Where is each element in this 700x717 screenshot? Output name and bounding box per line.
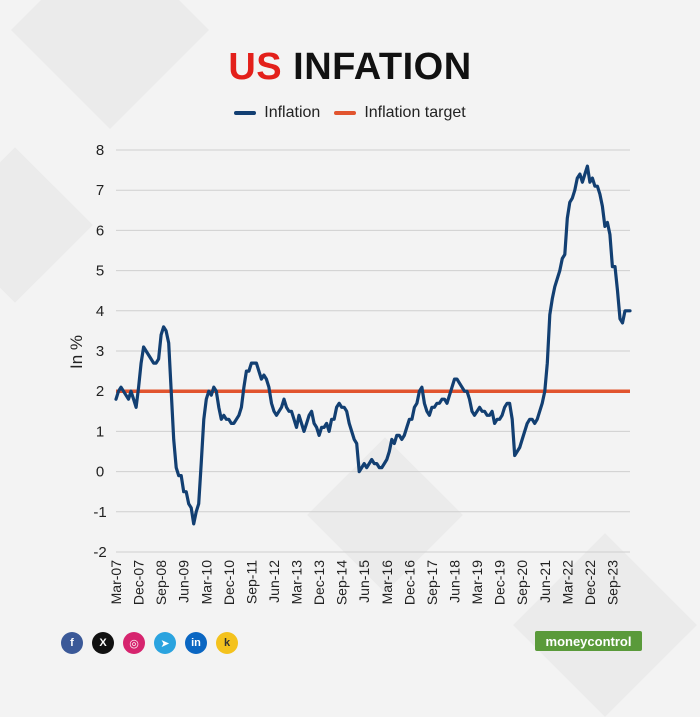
x-tick-label: Mar-16 <box>379 560 395 605</box>
x-tick-label: Sep-14 <box>334 560 350 605</box>
y-axis-title: In % <box>67 335 86 369</box>
y-tick-label: 0 <box>96 464 104 481</box>
koo-icon[interactable]: k <box>216 632 238 654</box>
series-line-inflation <box>114 164 632 526</box>
x-tick-label: Sep-23 <box>604 560 620 605</box>
x-tick-label: Dec-19 <box>492 560 508 605</box>
y-tick-label: 1 <box>96 423 104 440</box>
legend-swatch-inflation <box>234 111 257 115</box>
title-part-us: US <box>228 46 283 88</box>
y-tick-label: 4 <box>96 303 104 320</box>
linkedin-glyph: in <box>191 637 201 649</box>
telegram-icon[interactable]: ➤ <box>154 632 176 654</box>
chart-legend: Inflation Inflation target <box>0 104 700 122</box>
x-tick-label: Sep-17 <box>424 560 440 605</box>
x-tick-label: Jun-18 <box>446 560 462 603</box>
x-glyph: X <box>99 637 107 649</box>
legend-label-inflation: Inflation <box>264 104 321 121</box>
y-axis-ticks: 8 7 6 5 4 3 2 1 0 -1 -2 <box>93 142 106 561</box>
x-tick-label: Jun-21 <box>537 560 553 603</box>
x-tick-label: Sep-20 <box>514 560 530 605</box>
x-axis-ticks: Mar-07 Dec-07 Sep-08 Jun-09 Mar-10 Dec-10 Sep-… <box>108 560 620 605</box>
x-tick-label: Mar-13 <box>289 560 305 605</box>
x-tick-label: Sep-08 <box>153 560 169 605</box>
y-tick-label: 3 <box>96 343 104 360</box>
x-tick-label: Sep-11 <box>243 560 259 604</box>
telegram-glyph: ➤ <box>160 637 170 650</box>
legend-item-target: Inflation target <box>334 104 466 122</box>
line-chart: 8 7 6 5 4 3 2 1 0 -1 -2 In % Mar-07 Dec-07 Sep-08 Jun… <box>67 142 632 605</box>
linkedin-icon[interactable]: in <box>185 632 207 654</box>
instagram-icon[interactable]: ◎ <box>123 632 145 654</box>
legend-swatch-target <box>334 111 357 115</box>
x-tick-label: Jun-12 <box>266 560 282 603</box>
x-tick-label: Jun-15 <box>356 560 372 603</box>
y-tick-label: 8 <box>96 142 104 159</box>
x-tick-label: Dec-10 <box>221 560 237 605</box>
chart-grid <box>116 149 630 553</box>
x-tick-label: Dec-16 <box>401 560 417 605</box>
title-part-main: INFATION <box>293 46 472 88</box>
x-tick-label: Dec-07 <box>131 560 147 605</box>
x-tick-label: Mar-22 <box>559 560 575 605</box>
instagram-glyph: ◎ <box>129 637 139 650</box>
y-tick-label: -1 <box>93 504 106 521</box>
social-icons: f X ◎ ➤ in k <box>61 632 238 654</box>
y-tick-label: 7 <box>96 182 104 199</box>
brand-logo: moneycontrol <box>535 631 642 651</box>
koo-glyph: k <box>223 637 231 649</box>
x-icon[interactable]: X <box>92 632 114 654</box>
legend-item-inflation: Inflation <box>234 104 320 122</box>
x-tick-label: Dec-22 <box>582 560 598 605</box>
y-tick-label: 5 <box>96 263 104 280</box>
x-tick-label: Dec-13 <box>311 560 327 605</box>
y-tick-label: 6 <box>96 222 104 239</box>
facebook-icon[interactable]: f <box>61 632 83 654</box>
page-title: US INFATION <box>0 46 700 89</box>
x-tick-label: Mar-07 <box>108 560 124 605</box>
y-tick-label: 2 <box>96 383 104 400</box>
y-tick-label: -2 <box>93 544 106 561</box>
x-tick-label: Mar-10 <box>198 560 214 605</box>
legend-label-target: Inflation target <box>364 104 466 121</box>
x-tick-label: Jun-09 <box>176 560 192 603</box>
facebook-glyph: f <box>70 637 74 649</box>
x-tick-label: Mar-19 <box>469 560 485 605</box>
chart-series <box>114 164 632 526</box>
